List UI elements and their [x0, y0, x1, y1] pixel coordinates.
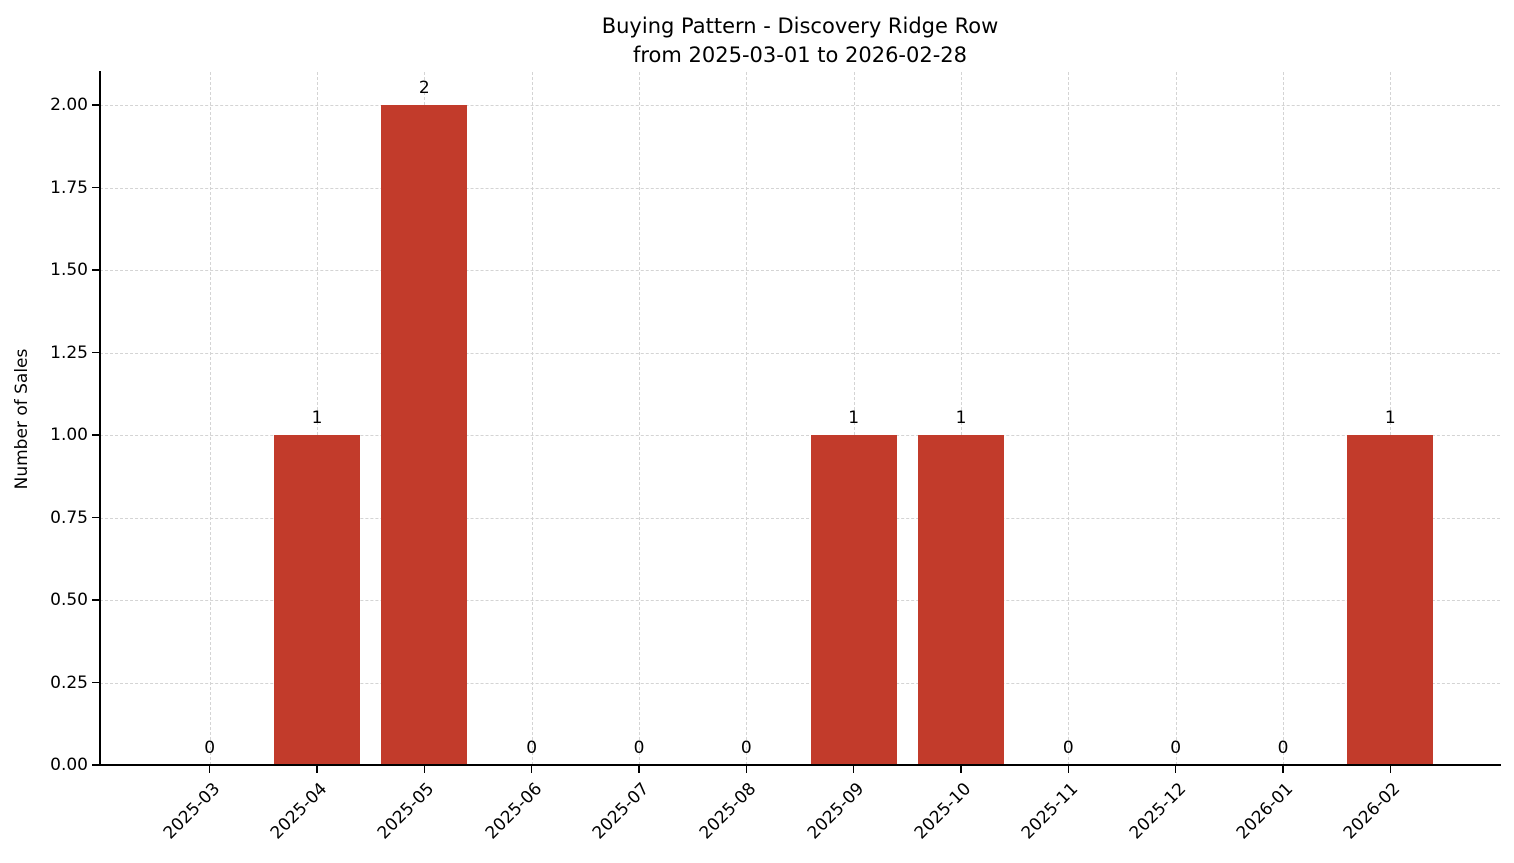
- h-gridline: [100, 517, 1500, 519]
- v-gridline: [1283, 72, 1284, 765]
- x-tick-mark: [745, 765, 748, 773]
- y-tick-label: 1.50: [50, 260, 88, 280]
- y-tick-label: 0.75: [50, 507, 88, 528]
- x-tick-mark: [530, 765, 533, 773]
- x-tick-label-text: 2025-09: [803, 779, 868, 844]
- v-gridline: [1068, 72, 1070, 765]
- v-gridline: [961, 72, 962, 765]
- bar-value-label: 0: [633, 738, 645, 758]
- y-tick-mark: [92, 186, 100, 189]
- x-tick-mark: [208, 765, 211, 773]
- y-tick-label: 0.00: [50, 755, 88, 775]
- x-tick-label-text: 2025-10: [910, 779, 976, 844]
- x-tick-label-text: 2025-06: [481, 779, 546, 844]
- chart-title: Buying Pattern - Discovery Ridge Row fro…: [100, 12, 1500, 70]
- x-axis-spine: [99, 764, 1501, 766]
- x-tick-mark: [1282, 765, 1284, 773]
- y-tick-label: 0.25: [50, 672, 88, 693]
- bar: [381, 105, 468, 765]
- x-tick-label-text: 2025-12: [1125, 779, 1190, 844]
- bar: [810, 435, 897, 765]
- bar: [918, 435, 1004, 765]
- x-tick-mark: [852, 765, 855, 773]
- x-tick-label-text: 2026-02: [1340, 779, 1405, 844]
- y-axis-spine: [99, 71, 101, 766]
- h-gridline: [100, 187, 1500, 189]
- bar-value-label: 0: [1277, 738, 1289, 758]
- x-tick-mark: [638, 765, 640, 773]
- x-tick-label-text: 2025-08: [696, 779, 761, 844]
- y-tick-mark: [92, 104, 100, 106]
- bar-value-label: 1: [848, 408, 860, 428]
- x-tick-label-text: 2025-04: [266, 779, 332, 844]
- bar-value-label: 0: [526, 738, 538, 758]
- y-tick-mark: [92, 764, 100, 766]
- bar: [1347, 435, 1434, 765]
- h-gridline: [100, 600, 1500, 601]
- bar: [274, 435, 360, 765]
- y-tick-label: 1.00: [50, 425, 88, 445]
- x-tick-mark: [1174, 765, 1177, 773]
- h-gridline: [100, 435, 1500, 436]
- y-axis-label: Number of Sales: [12, 348, 32, 490]
- v-gridline: [209, 72, 211, 765]
- bar-value-label: 1: [1384, 408, 1396, 428]
- y-tick-label: 1.25: [50, 342, 88, 363]
- y-tick-mark: [92, 681, 100, 684]
- y-tick-label: 2.00: [50, 95, 88, 115]
- x-tick-label-text: 2025-05: [374, 779, 439, 844]
- h-gridline: [100, 105, 1500, 106]
- v-gridline: [746, 72, 748, 765]
- x-tick-label-text: 2025-07: [588, 779, 654, 844]
- x-tick-label-text: 2026-01: [1232, 779, 1298, 844]
- plot-area: 0.00 0.25 0.50 0.75 1.00 1.25 1.50 1.75 2.00 2025…: [50, 71, 1501, 843]
- y-tick-mark: [92, 434, 100, 436]
- x-tick-label-text: 2025-11: [1018, 779, 1083, 844]
- x-tick-mark: [423, 765, 426, 773]
- bar-value-label: 0: [1062, 738, 1074, 758]
- h-gridline: [100, 682, 1500, 684]
- chart-title-line2: from 2025-03-01 to 2026-02-28: [632, 43, 968, 67]
- v-gridline: [317, 72, 318, 765]
- x-tick-label-text: 2025-03: [159, 779, 224, 844]
- y-tick-mark: [92, 516, 100, 519]
- chart-title-line1: Buying Pattern - Discovery Ridge Row: [601, 14, 999, 38]
- y-tick-mark: [92, 351, 100, 354]
- bar-value-label: 1: [311, 408, 323, 428]
- y-tick-label: 1.75: [50, 177, 88, 198]
- bar-value-label: 2: [418, 78, 430, 98]
- bar-value-label: 0: [1170, 738, 1182, 758]
- v-gridline: [639, 72, 640, 765]
- v-gridline: [531, 72, 533, 765]
- bar-value-label: 0: [740, 738, 752, 758]
- v-gridline: [853, 72, 855, 765]
- h-gridline: [100, 352, 1500, 354]
- x-tick-mark: [1067, 765, 1070, 773]
- v-gridline: [1175, 72, 1177, 765]
- v-gridline: [1390, 72, 1392, 765]
- y-tick-mark: [92, 599, 100, 601]
- y-tick-mark: [92, 269, 100, 271]
- y-tick-label: 0.50: [50, 590, 88, 610]
- h-gridline: [100, 270, 1500, 271]
- bar-value-label: 1: [955, 408, 967, 428]
- x-tick-mark: [1389, 765, 1392, 773]
- x-tick-mark: [960, 765, 962, 773]
- x-tick-mark: [316, 765, 318, 773]
- bar-value-label: 0: [204, 738, 216, 758]
